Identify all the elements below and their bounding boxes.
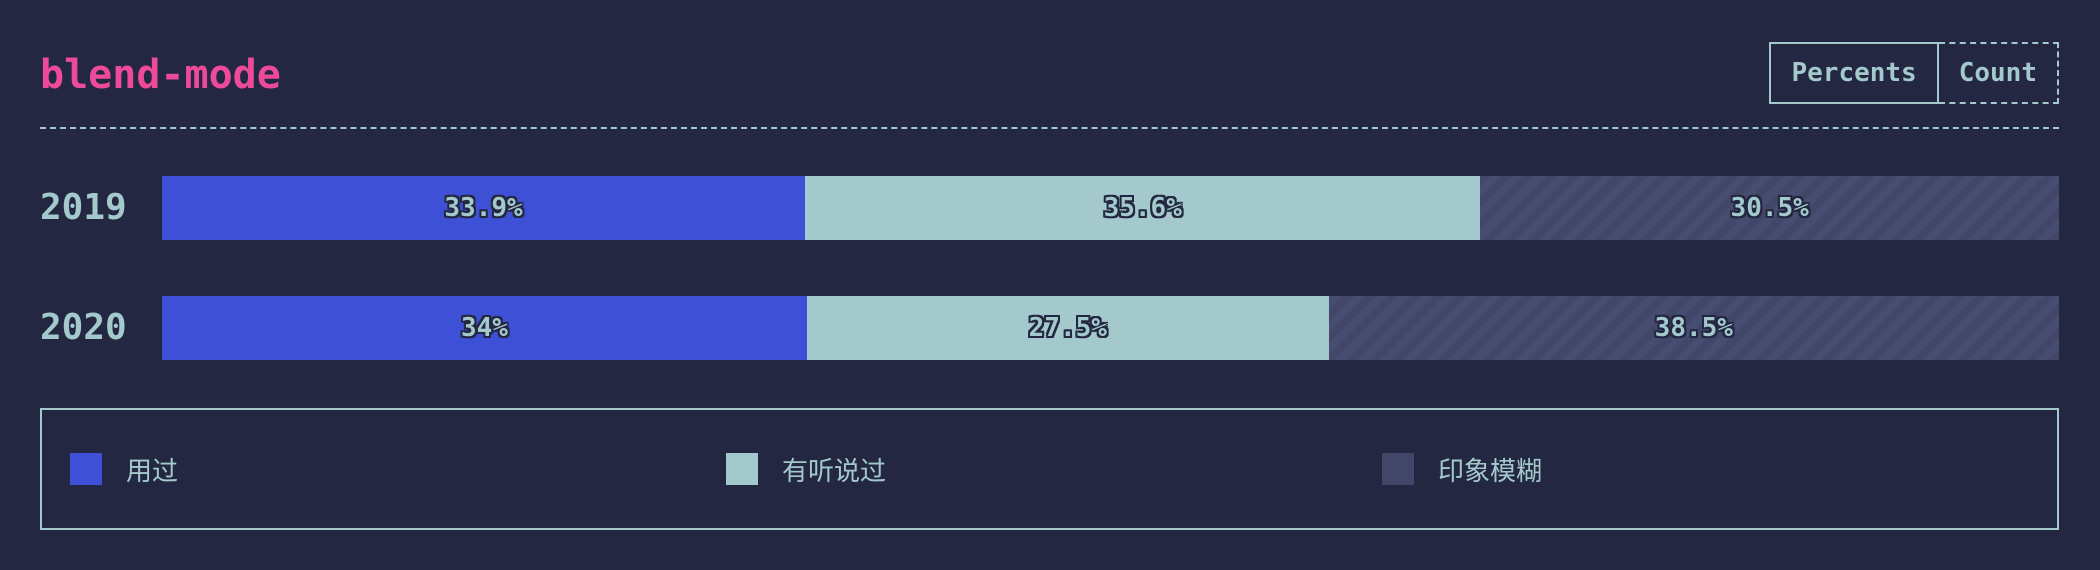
chart-rows: 2019 33.9% 35.6% 30.5% 2020 34% 27.5% 38.5% bbox=[40, 176, 2059, 416]
bar-segment[interactable]: 27.5% bbox=[806, 296, 1329, 360]
data-label: 38.5% bbox=[1654, 313, 1733, 343]
bar-segment[interactable]: 35.6% bbox=[805, 176, 1481, 240]
legend-swatch bbox=[70, 453, 102, 485]
legend-item[interactable]: 印象模糊 bbox=[1382, 453, 1543, 487]
data-label: 34% bbox=[461, 313, 508, 343]
row-label: 2020 bbox=[40, 307, 127, 348]
legend-swatch bbox=[726, 453, 758, 485]
data-label: 30.5% bbox=[1730, 193, 1809, 223]
legend-label: 用过 bbox=[126, 456, 179, 487]
bar-row-2019: 2019 33.9% 35.6% 30.5% bbox=[40, 176, 2059, 240]
data-label: 33.9% bbox=[444, 193, 523, 223]
data-label: 27.5% bbox=[1028, 313, 1107, 343]
legend-item[interactable]: 用过 bbox=[70, 453, 179, 487]
stacked-bar: 34% 27.5% 38.5% bbox=[162, 296, 2059, 360]
bar-segment[interactable]: 30.5% bbox=[1480, 176, 2059, 240]
legend-item[interactable]: 有听说过 bbox=[726, 453, 887, 487]
bar-segment[interactable]: 33.9% bbox=[162, 176, 806, 240]
chart-legend: 用过 有听说过 印象模糊 bbox=[40, 408, 2059, 530]
count-toggle-button[interactable]: Count bbox=[1938, 42, 2059, 104]
legend-swatch bbox=[1382, 453, 1414, 485]
legend-label: 印象模糊 bbox=[1438, 456, 1543, 487]
bar-segment[interactable]: 38.5% bbox=[1328, 296, 2059, 360]
bar-segment[interactable]: 34% bbox=[162, 296, 807, 360]
data-label: 35.6% bbox=[1103, 193, 1182, 223]
chart-title: blend-mode bbox=[40, 52, 281, 98]
legend-label: 有听说过 bbox=[782, 456, 887, 487]
row-label: 2019 bbox=[40, 187, 127, 228]
bar-row-2020: 2020 34% 27.5% 38.5% bbox=[40, 296, 2059, 360]
stacked-bar: 33.9% 35.6% 30.5% bbox=[162, 176, 2059, 240]
mode-toggle: Percents Count bbox=[1769, 42, 2059, 104]
percents-toggle-button[interactable]: Percents bbox=[1769, 42, 1939, 104]
chart-header: blend-mode Percents Count bbox=[40, 40, 2059, 129]
